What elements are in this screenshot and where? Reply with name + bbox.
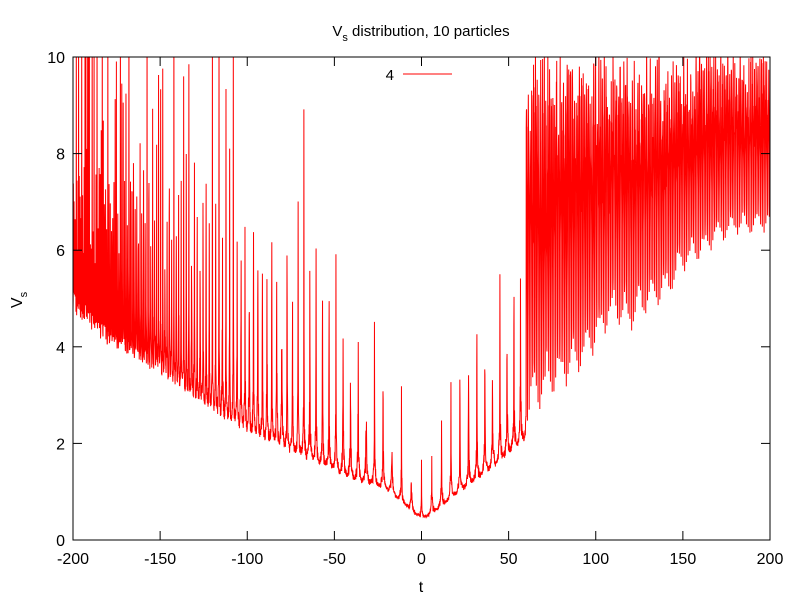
x-tick-label: -200 <box>57 551 89 568</box>
series-group <box>73 57 770 519</box>
y-tick-label: 6 <box>56 243 65 260</box>
ticks-group: -200 -150 -100 -50 0 50 100 150 200 0 2 4 6 8 10 <box>47 50 783 568</box>
x-tick-label: 100 <box>582 551 609 568</box>
legend: 4 <box>386 67 452 84</box>
y-axis-label-sub: s <box>18 291 30 297</box>
chart-title-rest: distribution, 10 particles <box>348 23 510 40</box>
y-tick-label: 4 <box>56 340 65 357</box>
chart-title-main: V <box>332 23 342 40</box>
y-tick-label: 0 <box>56 533 65 550</box>
chart-title-sub: s <box>342 32 348 44</box>
y-tick-label: 8 <box>56 147 65 164</box>
x-tick-label: -150 <box>144 551 176 568</box>
x-tick-label: -100 <box>231 551 263 568</box>
y-axis-label: Vs <box>9 291 30 308</box>
series-line-4 <box>73 57 770 519</box>
y-axis-label-main: V <box>9 297 26 308</box>
x-tick-label: 50 <box>500 551 518 568</box>
chart-title: Vs distribution, 10 particles <box>332 23 509 44</box>
x-tick-label: 0 <box>417 551 426 568</box>
legend-label: 4 <box>386 67 394 84</box>
y-tick-label: 10 <box>47 50 65 67</box>
x-tick-label: 200 <box>757 551 784 568</box>
x-tick-label: -50 <box>323 551 346 568</box>
y-tick-label: 2 <box>56 436 65 453</box>
x-axis-label: t <box>419 579 424 596</box>
x-tick-label: 150 <box>670 551 697 568</box>
